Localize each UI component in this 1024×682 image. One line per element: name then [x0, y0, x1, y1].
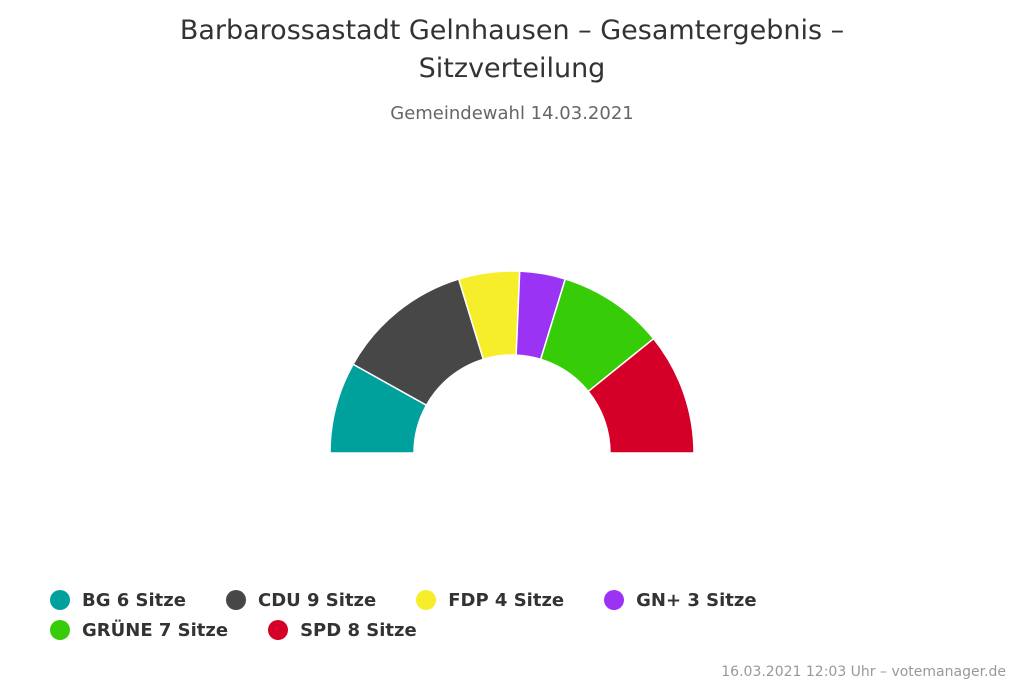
legend-item-cdu[interactable]: CDU 9 Sitze [225, 585, 377, 615]
legend-item-spd[interactable]: SPD 8 Sitze [268, 615, 417, 645]
legend-marker-icon [50, 590, 70, 610]
legend-label: GRÜNE 7 Sitze [82, 619, 229, 641]
legend-marker-icon [268, 620, 289, 640]
chart-title: Barbarossastadt Gelnhausen – Gesamtergeb… [179, 15, 845, 84]
legend-item-grne[interactable]: GRÜNE 7 Sitze [50, 615, 228, 645]
slice-spd[interactable] [587, 337, 695, 454]
legend-marker-icon [604, 590, 625, 610]
legend-label: SPD 8 Sitze [300, 619, 417, 641]
chart-subtitle: Gemeindewahl 14.03.2021 [390, 103, 634, 124]
legend-label: BG 6 Sitze [82, 589, 186, 611]
legend-label: FDP 4 Sitze [448, 589, 565, 611]
legend-marker-icon [50, 620, 70, 640]
legend-marker-icon [225, 590, 246, 610]
legend-label: CDU 9 Sitze [257, 589, 377, 611]
legend-item-bg[interactable]: BG 6 Sitze [50, 585, 186, 615]
credits-link[interactable]: 16.03.2021 12:03 Uhr – votemanager.de [721, 664, 1006, 680]
legend-item-gn[interactable]: GN+ 3 Sitze [604, 585, 757, 615]
legend-label: GN+ 3 Sitze [636, 589, 757, 611]
legend-marker-icon [416, 590, 437, 610]
legend-item-fdp[interactable]: FDP 4 Sitze [416, 585, 564, 615]
chart-legend: BG 6 Sitze CDU 9 Sitze FDP 4 Sitze GN+ 3 Si… [50, 585, 1010, 645]
